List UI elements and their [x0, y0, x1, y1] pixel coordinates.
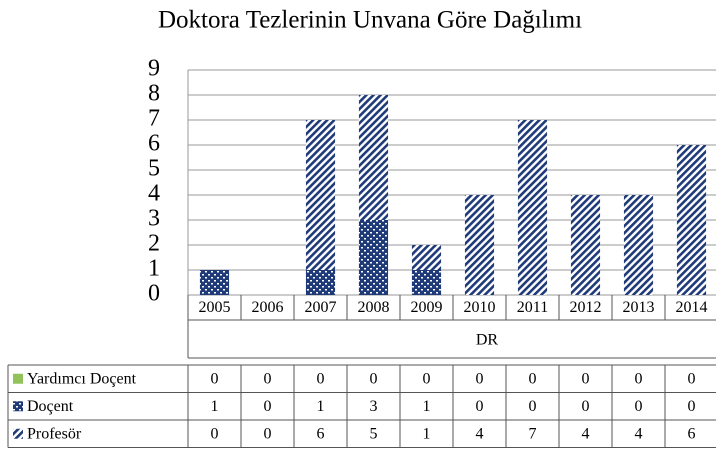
- bar-segment: [517, 120, 548, 295]
- table-cell: 4: [582, 425, 590, 442]
- table-cell: 0: [688, 398, 696, 415]
- table-cell: 4: [476, 425, 484, 442]
- table-cell: 1: [317, 398, 325, 415]
- table-cell: 0: [317, 370, 325, 387]
- x-tick-label: 2006: [252, 299, 284, 316]
- bar-segment: [411, 245, 442, 270]
- bar-segment: [676, 145, 707, 295]
- bar-segment: [305, 120, 336, 270]
- x-tick-label: 2007: [305, 299, 337, 316]
- table-cell: 7: [529, 425, 537, 442]
- table-cell: 0: [264, 398, 272, 415]
- y-tick-label: 8: [148, 81, 160, 107]
- x-tick-label: 2009: [411, 299, 443, 316]
- legend-label: Yardımcı Doçent: [27, 370, 137, 387]
- legend-label: Profesör: [27, 425, 82, 442]
- table-cell: 0: [264, 370, 272, 387]
- y-tick-label: 2: [148, 231, 160, 257]
- table-cell: 0: [635, 398, 643, 415]
- table-cell: 0: [582, 370, 590, 387]
- table-cell: 0: [529, 370, 537, 387]
- table-cell: 0: [476, 398, 484, 415]
- x-tick-label: 2005: [199, 299, 231, 316]
- y-tick-label: 6: [148, 131, 160, 157]
- table-cell: 6: [688, 425, 696, 442]
- x-tick-label: 2012: [570, 299, 602, 316]
- bar-segment: [199, 270, 230, 295]
- chart-title: Doktora Tezlerinin Unvana Göre Dağılımı: [158, 7, 582, 34]
- legend-key: [13, 373, 23, 384]
- table-cell: 0: [211, 425, 219, 442]
- x-tick-label: 2008: [358, 299, 390, 316]
- bar-segment: [358, 95, 389, 220]
- x-axis-label: DR: [476, 332, 499, 349]
- table-cell: 0: [370, 370, 378, 387]
- bar-segment: [570, 195, 601, 295]
- table-cell: 0: [211, 370, 219, 387]
- table-cell: 0: [635, 370, 643, 387]
- table-cell: 1: [211, 398, 219, 415]
- table-cell: 3: [370, 398, 378, 415]
- table-cell: 0: [476, 370, 484, 387]
- y-tick-label: 1: [148, 256, 160, 282]
- table-cell: 1: [423, 425, 431, 442]
- table-cell: 0: [529, 398, 537, 415]
- y-tick-label: 4: [148, 181, 160, 207]
- bar-segment: [623, 195, 654, 295]
- table-cell: 0: [423, 370, 431, 387]
- y-tick-label: 5: [148, 156, 160, 182]
- legend-key: [13, 401, 23, 412]
- table-cell: 6: [317, 425, 325, 442]
- bar-segment: [464, 195, 495, 295]
- y-tick-label: 9: [148, 56, 160, 82]
- table-cell: 0: [582, 398, 590, 415]
- x-tick-label: 2010: [464, 299, 496, 316]
- table-cell: 5: [370, 425, 378, 442]
- legend-label: Doçent: [27, 398, 74, 415]
- bar-segment: [358, 220, 389, 295]
- y-tick-label: 7: [148, 106, 160, 132]
- legend-key: [13, 428, 23, 439]
- x-tick-label: 2013: [623, 299, 655, 316]
- table-cell: 0: [264, 425, 272, 442]
- y-tick-label: 3: [148, 206, 160, 232]
- table-cell: 4: [635, 425, 643, 442]
- table-cell: 1: [423, 398, 431, 415]
- x-tick-label: 2011: [517, 299, 548, 316]
- x-tick-label: 2014: [676, 299, 708, 316]
- bar-segment: [305, 270, 336, 295]
- bar-segment: [411, 270, 442, 295]
- table-cell: 0: [688, 370, 696, 387]
- y-tick-label: 0: [148, 281, 160, 307]
